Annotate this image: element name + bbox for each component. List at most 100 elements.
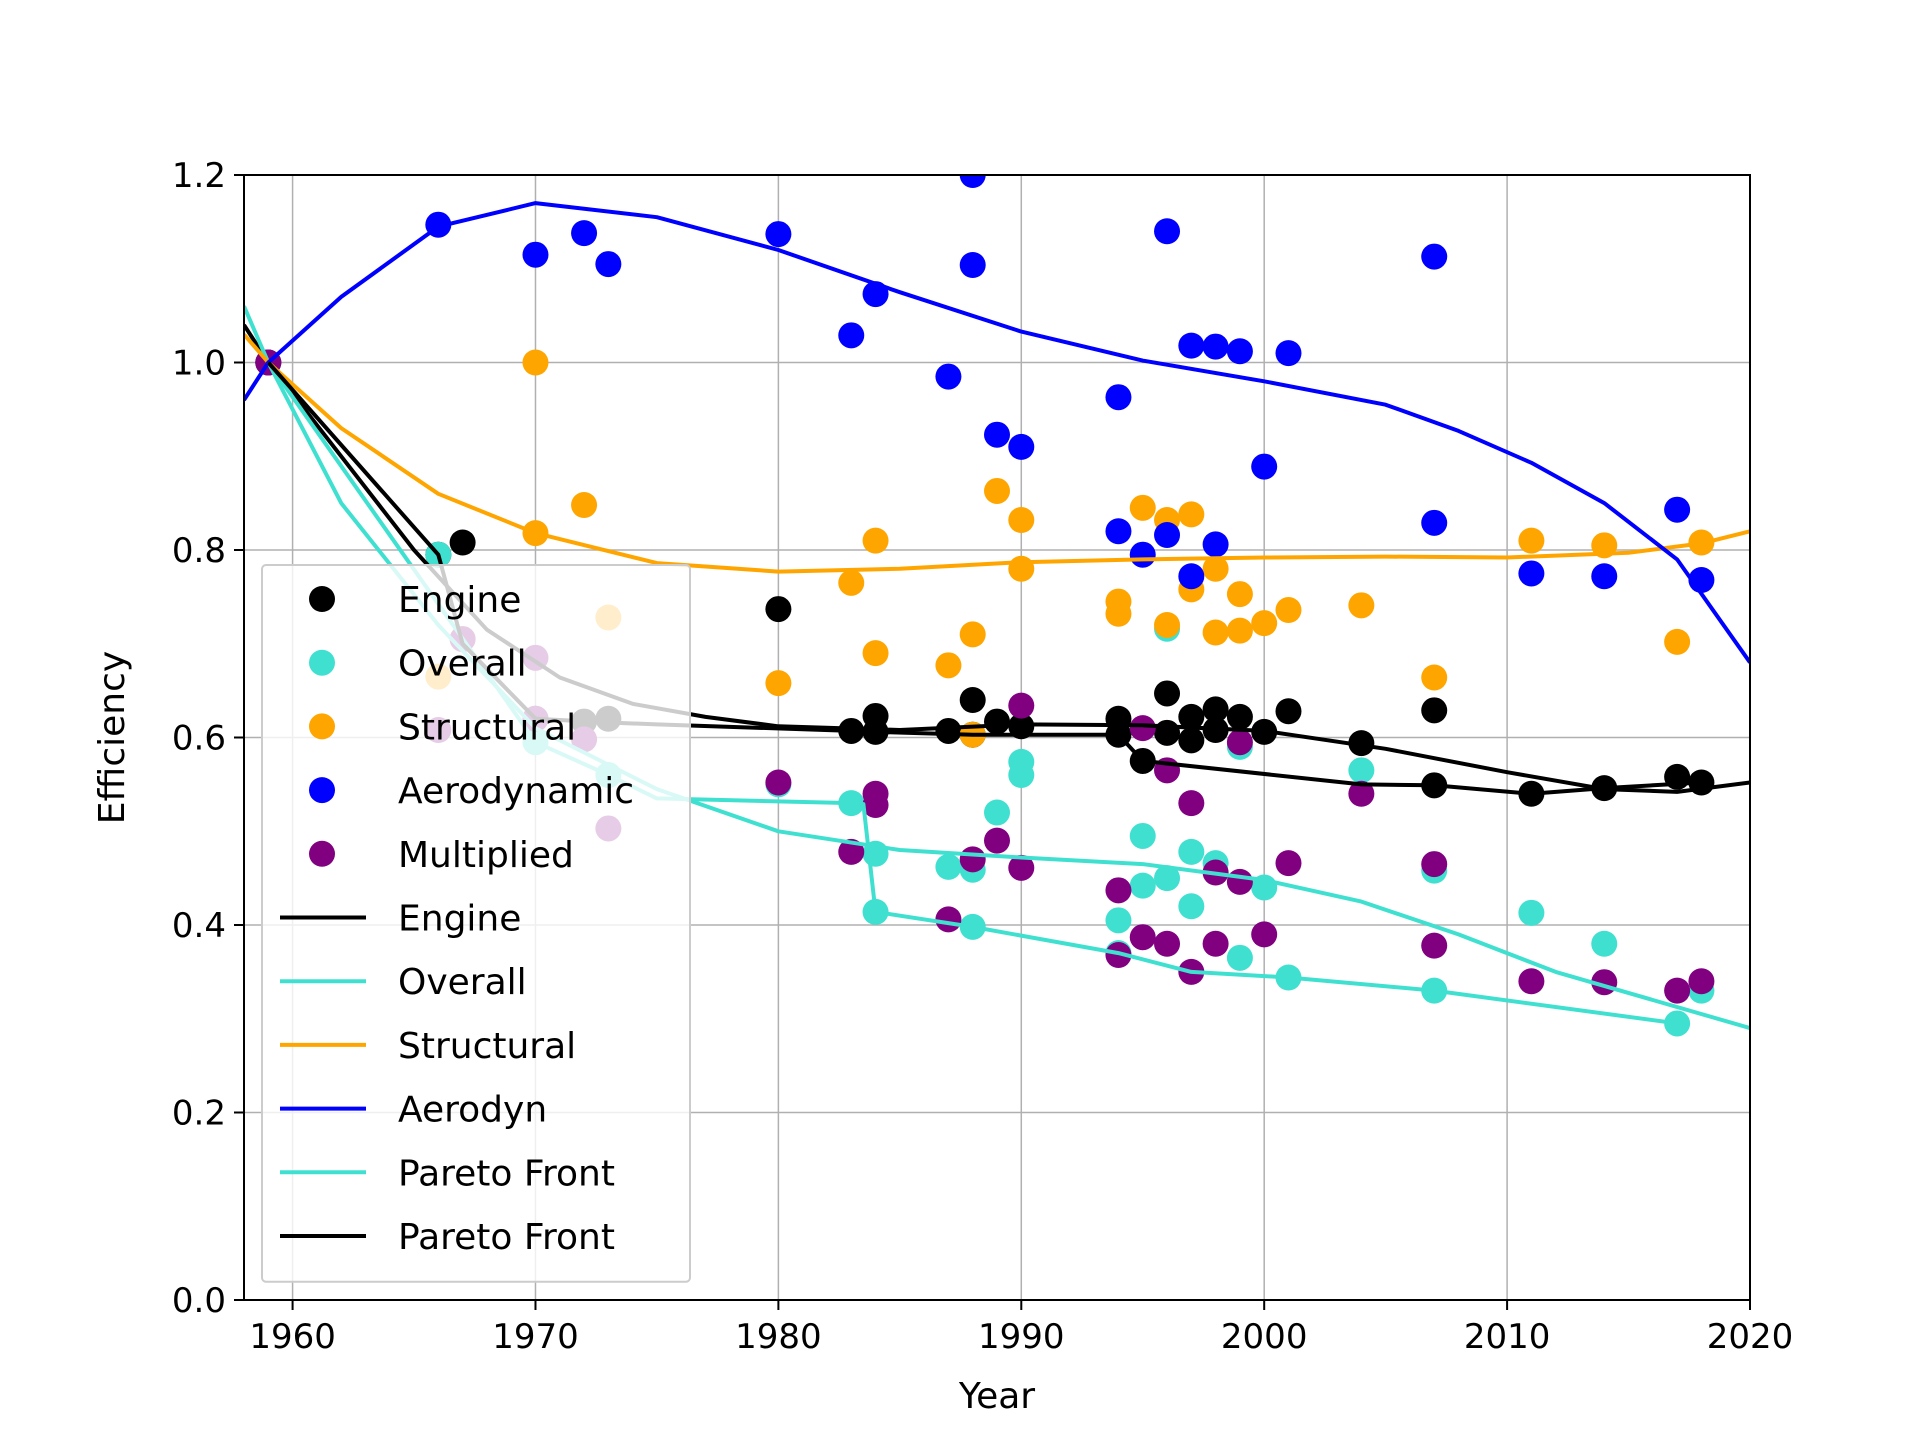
multiplied-point [1105,877,1132,904]
y-tick-label: 1.2 [172,156,226,196]
aerodynamic-point [1202,333,1229,360]
multiplied-point [1129,715,1156,742]
structural-point [1275,597,1302,623]
engine-point [1202,696,1229,723]
overall-point [1664,1010,1691,1037]
multiplied-point [1154,930,1181,957]
y-tick-label: 0.2 [172,1094,226,1134]
structural-point [1226,617,1253,644]
multiplied-point [1008,692,1035,719]
multiplied-point [959,846,986,873]
multiplied-point [1178,790,1205,817]
overall-point [1348,757,1375,784]
multiplied-point [1226,868,1253,895]
aerodynamic-point [1129,541,1156,568]
overall-point [935,853,962,880]
multiplied-point [1008,854,1035,881]
structural-point [522,349,549,376]
structural-point [1008,555,1035,582]
aerodynamic-point [838,322,865,349]
y-tick-label: 0.8 [172,531,226,571]
aerodynamic-point [1178,332,1205,359]
aerodynamic-point [765,221,792,248]
aerodynamic-point [1421,509,1448,536]
legend-box [261,564,691,1283]
overall-point [1226,944,1253,971]
structural-point [1202,619,1229,646]
legend-marker-aerodynamic [309,777,335,804]
legend-label-overall: Overall [398,962,527,1003]
legend-label-engine: Engine [398,899,521,940]
x-tick-label: 1980 [735,1317,822,1357]
aerodynamic-point [1154,218,1181,245]
multiplied-point [1518,968,1545,995]
legend-label-engine: Engine [398,580,521,621]
legend-label-aerodynamic: Aerodynamic [398,771,634,812]
aerodynamic-point [959,175,986,188]
overall-point [1518,899,1545,926]
x-tick-label: 1990 [978,1317,1065,1357]
structural-point [959,621,986,648]
legend-label-aerodyn: Aerodyn [398,1090,547,1131]
overall-point [984,799,1010,826]
engine-point [1348,730,1375,757]
multiplied-point [862,792,889,818]
structural-point [1226,581,1253,608]
overall-point [1129,872,1156,899]
aerodynamic-point [1591,563,1618,590]
multiplied-point [1421,851,1448,878]
overall-point [1178,838,1205,865]
x-tick-label: 2020 [1707,1317,1794,1357]
engine-point [449,529,476,556]
aerodynamic-point [1178,563,1205,590]
x-tick-label: 2010 [1464,1317,1551,1357]
aerodynamic-point [1008,433,1035,460]
engine-point [1275,698,1302,725]
aerodynamic-point [1154,522,1181,548]
aerodynamic-point [935,363,962,390]
aerodynamic-point [595,251,622,278]
engine-point [1154,680,1181,707]
multiplied-point [1275,850,1302,877]
multiplied-point [1226,729,1253,756]
y-tick-label: 1.0 [172,344,226,384]
structural-point [1251,610,1278,637]
legend-label-structural: Structural [398,1026,576,1067]
structural-point [862,527,889,554]
engine-point [1178,703,1205,730]
structural-point [1664,628,1691,655]
aerodynamic-point [1421,243,1448,270]
overall-point [1591,930,1618,957]
aerodynamic-point [1251,453,1278,480]
structural-point [935,652,962,679]
legend-marker-engine [309,586,335,612]
structural-point [1008,507,1035,533]
line-structural-2 [244,333,1750,574]
multiplied-point [765,769,792,796]
axis-ticks: 1960 1970 1980 1990 2000 2010 2020 0.0 0.2 0.4 0.6… [172,156,1793,1357]
structural-point [838,569,865,596]
multiplied-point [1421,932,1448,959]
multiplied-point [984,827,1010,854]
structural-point [765,670,792,697]
line-aerodyn-3 [244,201,1750,664]
multiplied-point [1202,930,1229,957]
overall-point [1178,893,1205,920]
aerodynamic-point [1275,340,1302,367]
aerodynamic-point [522,241,549,268]
engine-point [1178,727,1205,754]
aerodynamic-point [1105,384,1132,411]
legend-label-structural: Structural [398,707,576,748]
aerodynamic-point [1202,531,1229,558]
legend-label-multiplied: Multiplied [398,835,574,876]
engine-point [935,717,962,744]
multiplied-point [935,906,962,933]
overall-point [1105,907,1132,934]
legend-marker-overall [309,649,335,676]
x-tick-label: 2000 [1221,1317,1308,1357]
structural-point [1421,664,1448,691]
x-tick-label: 1960 [249,1317,336,1357]
y-tick-label: 0.6 [172,719,226,759]
legend: Engine Overall Structural Aerodynamic Multip… [261,564,691,1283]
